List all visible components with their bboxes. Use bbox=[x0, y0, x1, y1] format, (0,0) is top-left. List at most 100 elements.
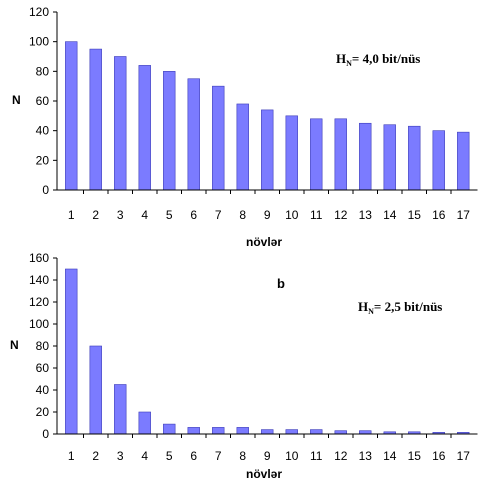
chart-a-y-tick-label: 20 bbox=[36, 153, 50, 167]
chart-a-x-tick-label-6: 6 bbox=[190, 208, 197, 222]
chart-b-x-tick-label-15: 15 bbox=[408, 449, 422, 463]
chart-b-x-tick-label-5: 5 bbox=[166, 449, 173, 463]
chart-b-y-tick-label: 100 bbox=[29, 317, 49, 331]
chart-a-y-tick-label: 80 bbox=[36, 64, 50, 78]
chart-b-bar-10 bbox=[285, 429, 298, 435]
chart-a-bars bbox=[65, 41, 470, 191]
chart-a-x-ticks: 1 2 3 4 5 6 7 8 9 10 11 12 13 14 15 16 17 bbox=[68, 190, 470, 222]
chart-b-y-ticks: 0 20 40 60 80 100 120 140 160 bbox=[29, 251, 57, 441]
chart-a-bar-6 bbox=[187, 78, 200, 191]
chart-b-annotation-rest: = 2,5 bit/nüs bbox=[374, 299, 442, 314]
chart-a-x-tick-label-17: 17 bbox=[457, 208, 471, 222]
chart-a-x-tick-label-12: 12 bbox=[334, 208, 348, 222]
chart-b-x-tick-label-2: 2 bbox=[92, 449, 99, 463]
chart-a-y-tick-label: 60 bbox=[36, 94, 50, 108]
chart-a-bar-13 bbox=[359, 122, 372, 191]
chart-a-y-ticks: 0 20 40 60 80 100 120 bbox=[29, 5, 57, 197]
chart-a-bar-10 bbox=[285, 115, 298, 191]
chart-a-bar-11 bbox=[310, 118, 323, 191]
chart-b-bar-9 bbox=[261, 429, 274, 435]
chart-b-y-label: N bbox=[10, 338, 19, 352]
chart-a-x-tick-label-1: 1 bbox=[68, 208, 75, 222]
chart-b-bar-11 bbox=[310, 429, 323, 435]
chart-b-x-tick-label-10: 10 bbox=[285, 449, 299, 463]
chart-b-y-tick-label: 0 bbox=[42, 427, 49, 441]
chart-b-x-tick-label-3: 3 bbox=[117, 449, 124, 463]
chart-a-bar-4 bbox=[138, 65, 151, 191]
chart-b-x-tick-label-9: 9 bbox=[264, 449, 271, 463]
chart-b-annotation-sub: N bbox=[368, 307, 374, 316]
chart-b-annotation-main: H bbox=[358, 299, 368, 314]
chart-b-y-tick-label: 20 bbox=[36, 405, 50, 419]
chart-a-x-tick-label-10: 10 bbox=[285, 208, 299, 222]
chart-a-bar-7 bbox=[212, 85, 225, 191]
chart-b-x-tick-label-11: 11 bbox=[310, 449, 323, 463]
chart-b-bar-7 bbox=[212, 427, 225, 435]
chart-b-x-tick-label-12: 12 bbox=[334, 449, 348, 463]
chart-a-annotation: HN= 4,0 bit/nüs bbox=[336, 51, 420, 68]
chart-b-x-tick-label-16: 16 bbox=[432, 449, 446, 463]
chart-a-y-tick-label: 120 bbox=[29, 5, 49, 19]
chart-a-x-label: növlər bbox=[246, 235, 282, 249]
chart-b-y-tick-label: 160 bbox=[29, 251, 49, 265]
chart-b-bar-4 bbox=[138, 411, 151, 435]
chart-b-annotation: HN= 2,5 bit/nüs bbox=[358, 299, 442, 316]
chart-b-bars bbox=[65, 268, 470, 435]
chart-b-bar-2 bbox=[89, 345, 102, 435]
chart-b-y-tick-label: 120 bbox=[29, 295, 49, 309]
chart-b-x-ticks: 1 2 3 4 5 6 7 8 9 10 11 12 13 14 15 16 17 bbox=[68, 434, 470, 463]
chart-a-y-label: N bbox=[12, 93, 21, 107]
chart-a-annotation-main: H bbox=[336, 51, 346, 66]
chart-a-x-tick-label-13: 13 bbox=[359, 208, 373, 222]
chart-b-bar-8 bbox=[236, 427, 249, 435]
chart-b-x-tick-label-6: 6 bbox=[190, 449, 197, 463]
chart-b-bar-5 bbox=[163, 423, 176, 435]
chart-b-panel-label: b bbox=[277, 276, 285, 291]
chart-a-bar-1 bbox=[65, 41, 78, 191]
chart-a-annotation-rest: = 4,0 bit/nüs bbox=[352, 51, 420, 66]
chart-b-x-tick-label-8: 8 bbox=[239, 449, 246, 463]
chart-a-bar-12 bbox=[334, 118, 347, 191]
chart-a-x-tick-label-11: 11 bbox=[310, 208, 323, 222]
chart-a-bar-3 bbox=[114, 56, 127, 191]
chart-a-x-tick-label-5: 5 bbox=[166, 208, 173, 222]
chart-a-bar-17 bbox=[457, 131, 470, 191]
chart-b-x-tick-label-13: 13 bbox=[359, 449, 373, 463]
chart-b-y-tick-label: 60 bbox=[36, 361, 50, 375]
chart-b-bar-3 bbox=[114, 384, 127, 435]
chart-a-x-tick-label-9: 9 bbox=[264, 208, 271, 222]
chart-b-y-tick-label: 80 bbox=[36, 339, 50, 353]
chart-b-y-tick-label: 140 bbox=[29, 273, 49, 287]
chart-a-bar-8 bbox=[236, 103, 249, 191]
chart-a-annotation-sub: N bbox=[346, 59, 352, 68]
chart-a-bar-16 bbox=[432, 130, 445, 191]
chart-a-y-tick-label: 0 bbox=[42, 183, 49, 197]
chart-a-x-tick-label-15: 15 bbox=[408, 208, 422, 222]
chart-a-x-tick-label-7: 7 bbox=[215, 208, 222, 222]
chart-b-bar-6 bbox=[187, 427, 200, 435]
chart-a-bar-5 bbox=[163, 71, 176, 191]
chart-b-x-tick-label-7: 7 bbox=[215, 449, 222, 463]
chart-a-x-tick-label-16: 16 bbox=[432, 208, 446, 222]
chart-b-x-label: növlər bbox=[246, 467, 282, 481]
chart-a-bar-14 bbox=[383, 124, 396, 191]
chart-a-bar-9 bbox=[261, 109, 274, 191]
chart-a-x-tick-label-8: 8 bbox=[239, 208, 246, 222]
chart-a-bar-15 bbox=[408, 125, 421, 191]
chart-b-bar-1 bbox=[65, 268, 78, 435]
chart-b-x-tick-label-4: 4 bbox=[141, 449, 148, 463]
chart-a-bar-2 bbox=[89, 48, 102, 191]
chart-a-y-tick-label: 100 bbox=[29, 35, 49, 49]
chart-b-x-tick-label-17: 17 bbox=[457, 449, 471, 463]
chart-a-x-tick-label-2: 2 bbox=[92, 208, 99, 222]
chart-a-x-tick-label-14: 14 bbox=[383, 208, 397, 222]
chart-a-y-tick-label: 40 bbox=[36, 124, 50, 138]
chart-b-x-tick-label-1: 1 bbox=[68, 449, 75, 463]
chart-a-x-tick-label-4: 4 bbox=[141, 208, 148, 222]
chart-b-x-tick-label-14: 14 bbox=[383, 449, 397, 463]
chart-b-y-tick-label: 40 bbox=[36, 383, 50, 397]
chart-a-x-tick-label-3: 3 bbox=[117, 208, 124, 222]
